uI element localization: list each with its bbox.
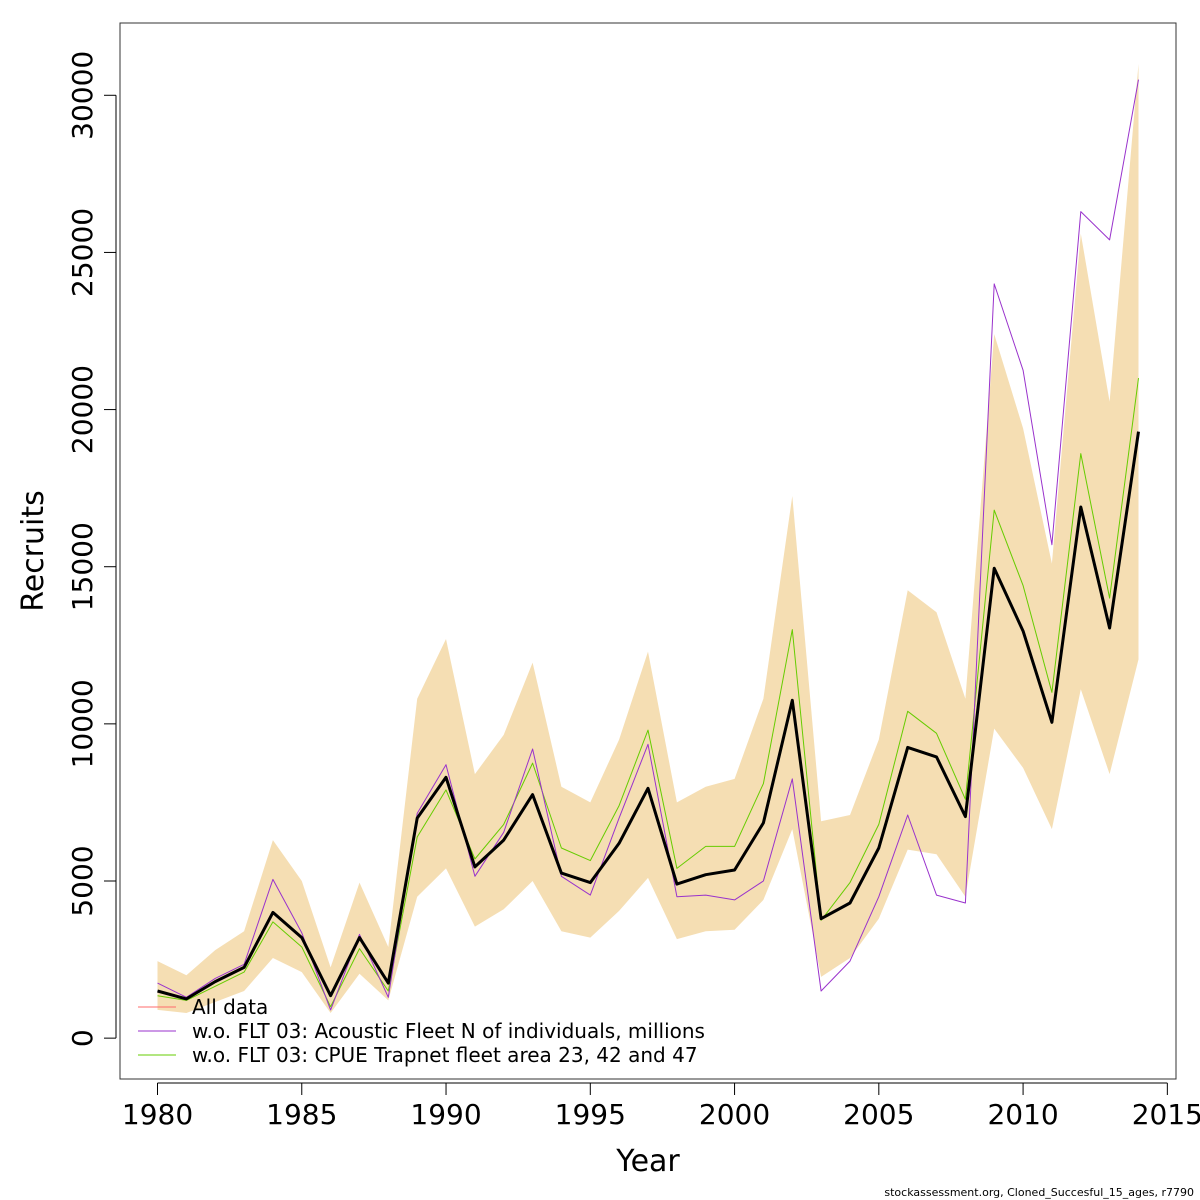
x-tick-label: 2000 (699, 1098, 770, 1131)
legend-label: All data (192, 995, 268, 1019)
y-tick-label: 0 (66, 1029, 99, 1047)
x-tick-label: 1995 (555, 1098, 626, 1131)
y-tick-label: 20000 (66, 365, 99, 454)
series-line-w-o-flt-03-acoustic-fleet-n-of-individuals-millions (157, 79, 1139, 1011)
footer-credit: stockassessment.org, Cloned_Succesful_15… (884, 1186, 1194, 1199)
legend-label: w.o. FLT 03: CPUE Trapnet fleet area 23,… (192, 1043, 698, 1067)
x-tick-label: 1985 (266, 1098, 337, 1131)
x-tick-label: 2010 (987, 1098, 1058, 1131)
series-lines-layer (157, 79, 1140, 1011)
x-tick-label: 1980 (122, 1098, 193, 1131)
legend-label: w.o. FLT 03: Acoustic Fleet N of individ… (192, 1019, 705, 1043)
series-line-all-data (157, 431, 1140, 1001)
confidence-band-layer (157, 63, 1139, 1013)
x-tick-label: 1990 (410, 1098, 481, 1131)
y-tick-label: 10000 (66, 679, 99, 768)
y-axis-title: Recruits (16, 490, 51, 612)
x-tick-label: 2015 (1132, 1098, 1200, 1131)
y-tick-label: 25000 (66, 208, 99, 297)
y-tick-label: 30000 (66, 51, 99, 140)
x-tick-label: 2005 (843, 1098, 914, 1131)
confidence-band (157, 63, 1139, 1013)
y-tick-label: 5000 (66, 845, 99, 916)
y-tick-label: 15000 (66, 522, 99, 611)
plot-frame (119, 22, 1177, 1080)
x-axis-title: Year (615, 1144, 680, 1179)
y-axis: 0 5000 10000 15000 20000 25000 30000 (66, 51, 117, 1047)
x-axis: 1980 1985 1990 1995 2000 2005 2010 2015 (122, 1082, 1200, 1131)
